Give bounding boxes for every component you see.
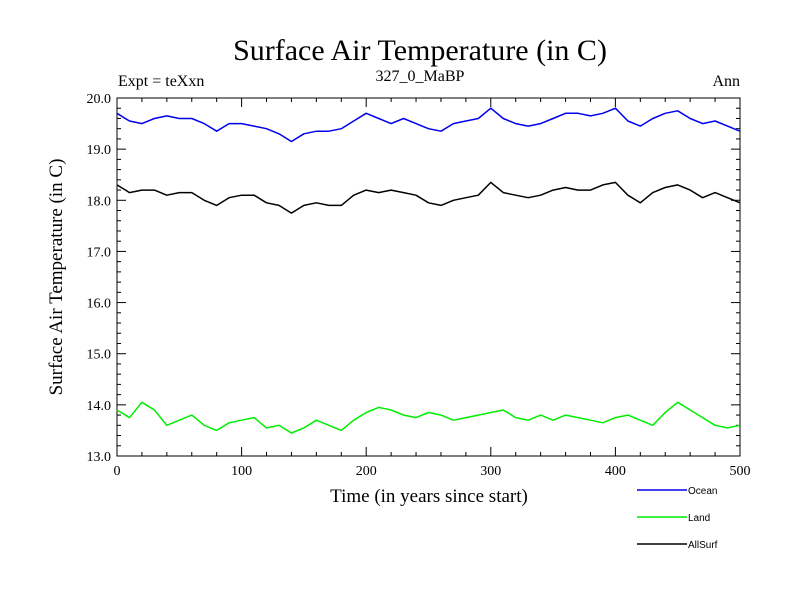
plot-frame	[116, 97, 741, 457]
chart-title: Surface Air Temperature (in C)	[233, 34, 607, 67]
chart-subtitle: 327_0_MaBP	[376, 68, 465, 85]
series-line-land	[116, 401, 741, 434]
x-tick-label: 0	[114, 464, 121, 479]
y-tick-label: 13.0	[87, 450, 112, 465]
series-line-ocean	[116, 107, 741, 143]
y-tick-label: 16.0	[87, 297, 112, 312]
legend-label-ocean: Ocean	[688, 486, 717, 497]
y-axis-label: Surface Air Temperature (in C)	[46, 159, 67, 396]
season-label: Ann	[712, 73, 740, 90]
legend-label-allsurf: AllSurf	[688, 540, 718, 551]
x-axis-label: Time (in years since start)	[330, 486, 528, 507]
legend-label-land: Land	[688, 513, 710, 524]
x-tick-label: 200	[356, 464, 377, 479]
y-tick-label: 18.0	[87, 194, 112, 209]
y-tick-label: 15.0	[87, 348, 112, 363]
x-tick-label: 300	[480, 464, 501, 479]
y-tick-label: 17.0	[87, 245, 112, 260]
series-line-allsurf	[116, 181, 741, 214]
x-tick-label: 100	[231, 464, 252, 479]
series-lines	[116, 107, 741, 434]
x-axis: 0 100 200 300 400 500	[114, 98, 751, 479]
y-tick-label: 19.0	[87, 143, 112, 158]
y-tick-label: 14.0	[87, 399, 112, 414]
y-axis: 13.0 14.0 15.0 16.0 17.0 18.0 19.0 20.0	[87, 92, 740, 465]
x-tick-label: 500	[730, 464, 751, 479]
experiment-label: Expt = teXxn	[118, 73, 204, 90]
y-tick-label: 20.0	[87, 92, 112, 107]
legend: Ocean Land AllSurf	[637, 486, 718, 551]
x-tick-label: 400	[605, 464, 626, 479]
